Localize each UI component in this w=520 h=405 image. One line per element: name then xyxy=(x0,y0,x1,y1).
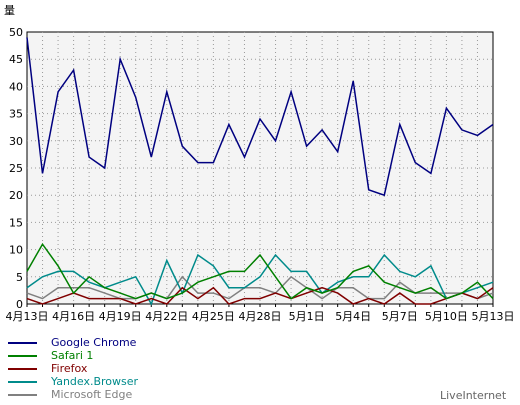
x-tick-label: 5月4日 xyxy=(335,310,371,323)
x-tick-label: 5月13日 xyxy=(472,310,515,323)
grid-lines xyxy=(27,32,493,304)
y-tick-label: 15 xyxy=(9,216,23,229)
y-tick-label: 45 xyxy=(9,53,23,66)
legend-swatch xyxy=(8,342,37,344)
x-tick-label: 4月28日 xyxy=(239,310,282,323)
x-tick-label: 5月1日 xyxy=(289,310,325,323)
source-label: LiveInternet xyxy=(440,389,507,402)
series-line-safari-1 xyxy=(26,242,494,300)
y-tick-label: 35 xyxy=(9,108,23,121)
x-tick-label: 5月7日 xyxy=(382,310,418,323)
y-axis-label: 量 xyxy=(4,4,15,17)
legend-label: Microsoft Edge xyxy=(51,388,133,401)
legend-label: Safari 1 xyxy=(51,349,94,362)
x-tick-label: 4月25日 xyxy=(192,310,235,323)
y-tick-labels: 0 5 10 15 20 25 30 35 40 45 50 xyxy=(9,26,23,311)
legend-swatch xyxy=(8,368,37,370)
legend-swatch xyxy=(8,381,37,383)
legend: Google Chrome Safari 1 Firefox Yandex.Brows… xyxy=(8,336,138,401)
y-tick-label: 5 xyxy=(16,271,23,284)
legend-item-firefox: Firefox xyxy=(8,362,138,375)
x-tick-label: 4月13日 xyxy=(6,310,49,323)
x-tick-label: 4月22日 xyxy=(145,310,188,323)
series-line-firefox xyxy=(26,286,494,305)
legend-label: Firefox xyxy=(51,362,88,375)
legend-label: Google Chrome xyxy=(51,336,137,349)
x-tick-label: 4月16日 xyxy=(52,310,95,323)
y-tick-label: 10 xyxy=(9,244,23,257)
legend-swatch xyxy=(8,355,37,357)
y-tick-label: 40 xyxy=(9,80,23,93)
y-tick-label: 0 xyxy=(16,298,23,311)
legend-swatch xyxy=(8,394,37,396)
x-tick-label: 5月10日 xyxy=(425,310,468,323)
legend-item-microsoft-edge: Microsoft Edge xyxy=(8,388,138,401)
y-tick-label: 30 xyxy=(9,135,23,148)
y-tick-label: 25 xyxy=(9,162,23,175)
series-lines xyxy=(26,37,494,306)
legend-item-google-chrome: Google Chrome xyxy=(8,336,138,349)
legend-label: Yandex.Browser xyxy=(51,375,139,388)
series-line-google-chrome xyxy=(26,37,494,197)
legend-item-safari-1: Safari 1 xyxy=(8,349,138,362)
line-chart: 0 5 10 15 20 25 30 35 40 45 50 4月13日 4月16日 4月19日 4月22… xyxy=(4,4,515,323)
x-tick-label: 4月19日 xyxy=(99,310,142,323)
y-tick-label: 50 xyxy=(9,26,23,39)
legend-item-yandex-browser: Yandex.Browser xyxy=(8,375,138,388)
x-tick-labels: 4月13日 4月16日 4月19日 4月22日 4月25日 4月28日 5月1日 5月4日 5月… xyxy=(6,304,515,323)
y-tick-label: 20 xyxy=(9,189,23,202)
